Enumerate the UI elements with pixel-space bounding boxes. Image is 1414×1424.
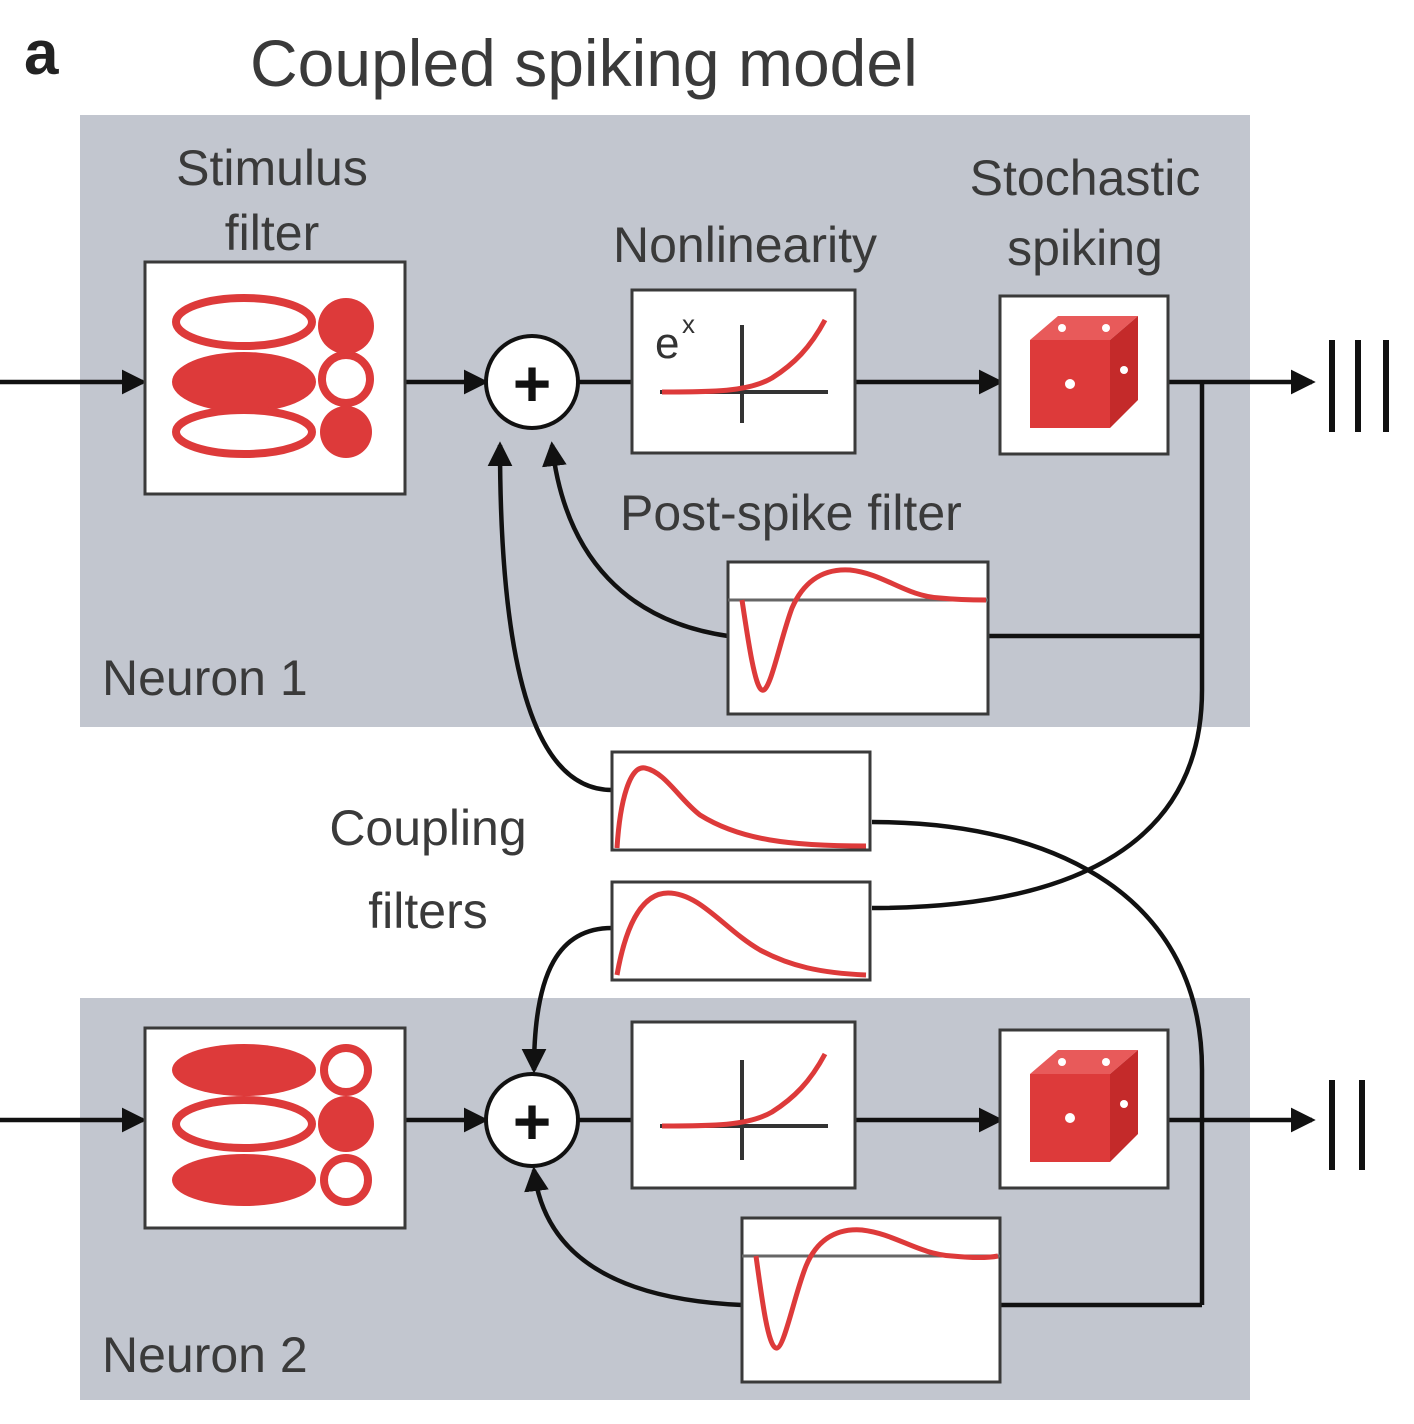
n1-sum-node: +: [484, 334, 580, 430]
coupling-filters-label-2: filters: [368, 883, 487, 939]
coupling-filter-1-box: [610, 750, 872, 852]
panel-letter: a: [24, 19, 59, 88]
n2-plus-icon: +: [513, 1084, 552, 1158]
figure-title: Coupled spiking model: [250, 26, 918, 100]
n1-spike-train-icon: [1329, 340, 1389, 432]
post-spike-filter-label: Post-spike filter: [620, 485, 962, 541]
n2-postspike-feedback-arrow: [524, 1166, 743, 1308]
nonlinearity-label: Nonlinearity: [613, 217, 877, 273]
stochastic-spiking-label-2: spiking: [1007, 220, 1163, 276]
n2-dice-icon: [1030, 1050, 1138, 1162]
n1-postspike-feedback-arrow: [542, 441, 729, 639]
stimulus-filter-label-2: filter: [225, 205, 319, 261]
n1-post-spike-filter-box: [726, 560, 990, 716]
n1-exp-power: x: [682, 309, 695, 339]
n1-nonlinearity-box: e x: [630, 288, 857, 455]
n1-exp-label: e: [655, 319, 679, 368]
n1-stimulus-filter-box: [143, 260, 407, 496]
coupling-filters-label: Coupling: [329, 800, 526, 856]
neuron2-label: Neuron 2: [102, 1327, 308, 1383]
n2-dice-box: [998, 1028, 1170, 1190]
n1-to-coupling2-wire: [871, 689, 1205, 911]
n2-sum-node: +: [484, 1072, 580, 1168]
n2-post-spike-filter-box: [740, 1216, 1002, 1384]
n1-dice-icon: [1030, 316, 1138, 428]
coupling2-to-n2-sum-arrow: [521, 925, 613, 1074]
n1-dice-box: [998, 294, 1170, 456]
n2-to-coupling1-wire: [871, 819, 1205, 1305]
n2-nonlinearity-box: [630, 1020, 857, 1190]
neuron1-label: Neuron 1: [102, 650, 308, 706]
stochastic-spiking-label: Stochastic: [970, 150, 1201, 206]
n2-spike-train-icon: [1329, 1080, 1365, 1170]
stimulus-filter-label: Stimulus: [176, 140, 368, 196]
coupling1-to-n1-sum-arrow: [487, 441, 613, 793]
n1-plus-icon: +: [513, 346, 552, 420]
n2-stimulus-filter-box: [143, 1026, 407, 1230]
coupling-filter-2-box: [610, 880, 872, 982]
